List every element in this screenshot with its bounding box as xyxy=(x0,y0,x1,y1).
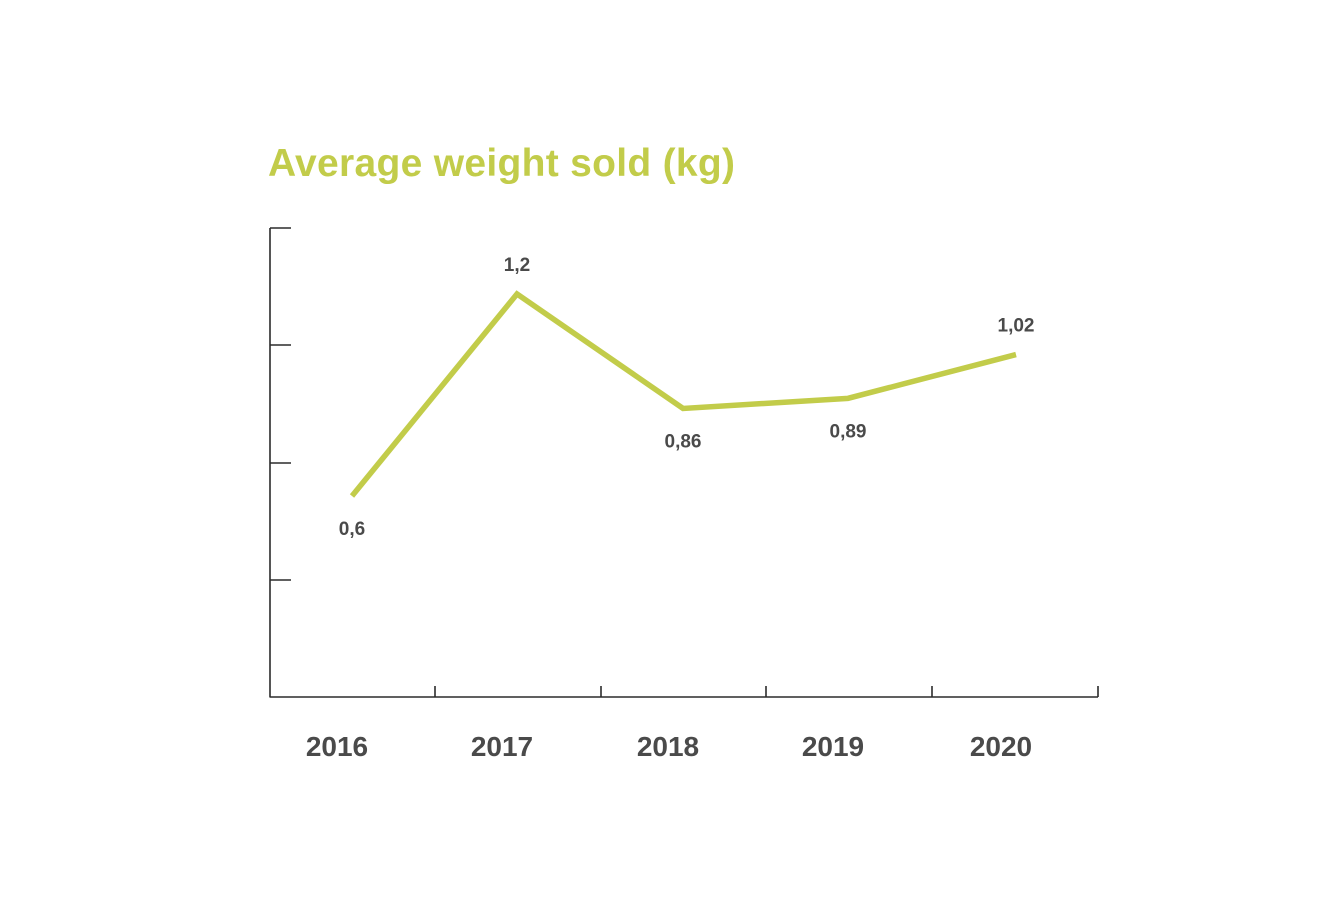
data-label-2018: 0,86 xyxy=(665,431,702,452)
data-label-2019: 0,89 xyxy=(830,421,867,442)
series-layer xyxy=(349,290,1017,498)
data-label-2020: 1,02 xyxy=(998,316,1035,337)
x-tick-label-2017: 2017 xyxy=(471,731,533,762)
data-label-2017: 1,2 xyxy=(504,255,530,276)
data-label-2016: 0,6 xyxy=(339,519,365,540)
data-labels: 0,6 1,2 0,86 0,89 1,02 xyxy=(339,255,1035,540)
chart-title: Average weight sold (kg) xyxy=(268,142,736,185)
x-tick-label-2020: 2020 xyxy=(970,731,1032,762)
x-tick-labels: 2016 2017 2018 2019 2020 xyxy=(306,731,1032,762)
x-tick-label-2019: 2019 xyxy=(802,731,864,762)
series-line xyxy=(349,290,1017,498)
x-tick-label-2018: 2018 xyxy=(637,731,699,762)
axes xyxy=(269,227,1099,698)
x-tick-label-2016: 2016 xyxy=(306,731,368,762)
